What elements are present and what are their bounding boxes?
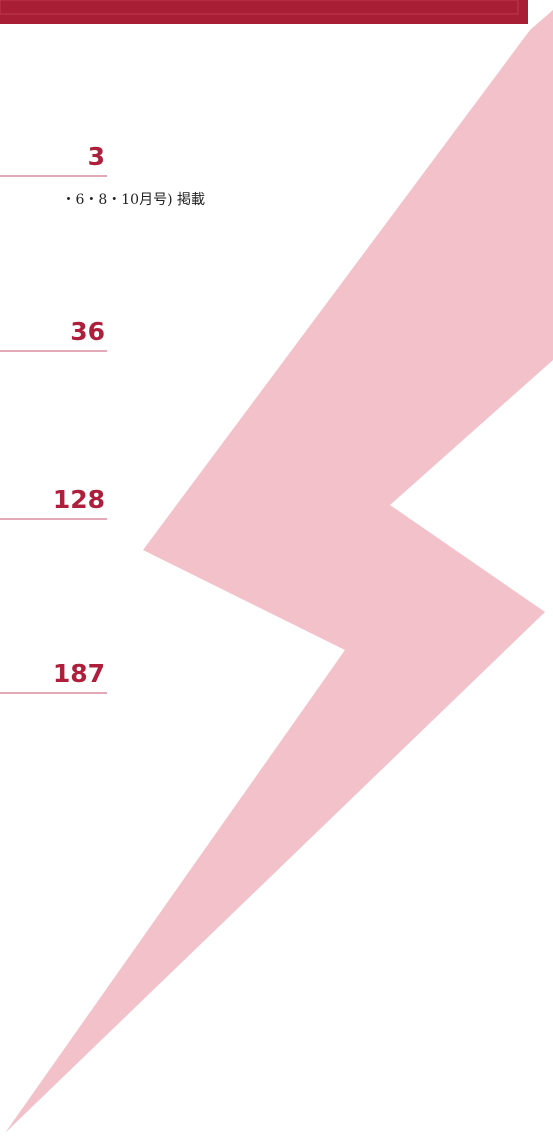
page-number: 3 [88,142,105,171]
page-number: 36 [70,317,105,346]
page-number: 187 [53,659,105,688]
header-bar-inner [0,0,519,15]
entries: 3 ・6・8・10月号) 掲載 36 128 187 [0,142,205,694]
lightning-bolt [5,10,553,1133]
page-number: 128 [53,485,105,514]
entry-note: ・6・8・10月号) 掲載 [61,192,205,208]
